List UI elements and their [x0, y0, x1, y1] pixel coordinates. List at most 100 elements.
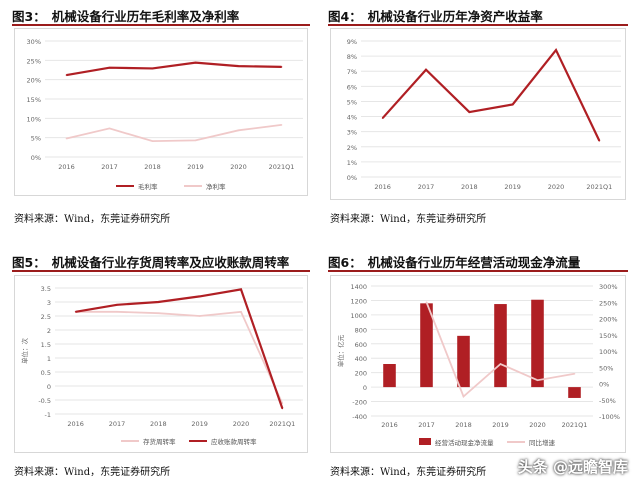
y-tick-label: 5% — [31, 135, 41, 143]
y-tick-label: 3% — [347, 129, 357, 137]
fig5-title-text: 机械设备行业存货周转率及应收账款周转率 — [51, 255, 290, 270]
series-line-1 — [66, 124, 282, 143]
data-point — [198, 295, 201, 298]
y-tick-label-left: 800 — [355, 326, 367, 334]
legend-label: 经营活动现金净流量 — [435, 438, 494, 447]
fig5-chart: -1 -0.5 0 0.5 1 1.5 2 2.5 3 3.5 2016 2017 2018 2019 20… — [20, 285, 303, 446]
data-point — [157, 301, 160, 303]
fig6-frame: -400 -200 0 200 400 600 800 1000 1200 1400 -100% -5… — [330, 275, 626, 453]
watermark-text: 头条 @远瞻智库 — [517, 458, 628, 476]
y-tick-label: 7% — [347, 68, 357, 76]
y-tick-label: 4% — [347, 114, 357, 122]
fig5-label: 图5： — [12, 255, 46, 270]
data-point — [425, 301, 428, 304]
data-point — [65, 74, 68, 76]
x-tick-label: 2018 — [455, 421, 472, 429]
y-tick-label-left: -200 — [352, 399, 367, 407]
x-tick-label: 2017 — [109, 420, 126, 428]
fig4-label: 图4： — [328, 9, 362, 24]
data-point — [280, 124, 283, 126]
data-point — [194, 139, 197, 142]
legend-label: 净利率 — [206, 182, 226, 191]
x-tick-label: 2017 — [418, 183, 435, 191]
y-tick-label: 0 — [47, 383, 51, 391]
y-tick-label-left: 200 — [355, 370, 367, 378]
data-point — [108, 66, 111, 69]
y-tick-label: 2 — [47, 327, 51, 335]
fig3-title: 图3： 机械设备行业历年毛利率及净利率 — [12, 6, 239, 25]
data-point — [108, 127, 111, 130]
y-tick-label: 3 — [47, 299, 51, 307]
fig6-title-rule — [328, 270, 628, 272]
x-tick-label: 2019 — [492, 421, 509, 429]
x-tick-label: 2016 — [67, 420, 84, 428]
y-tick-label-right: 100% — [599, 348, 618, 356]
bar — [383, 364, 396, 388]
y-tick-label-left: 1200 — [350, 297, 367, 305]
x-tick-label: 2017 — [101, 163, 118, 171]
data-point — [237, 129, 240, 132]
x-tick-label: 2017 — [418, 421, 435, 429]
x-tick-label: 2019 — [187, 163, 204, 171]
data-point — [281, 402, 284, 405]
y-tick-label-right: -50% — [599, 397, 616, 405]
data-point — [499, 363, 502, 365]
fig4-title: 图4： 机械设备行业历年净资产收益率 — [328, 6, 543, 25]
data-point — [65, 137, 68, 140]
data-point — [598, 139, 601, 142]
legend-label: 毛利率 — [138, 182, 158, 191]
data-point — [462, 395, 465, 398]
data-point — [240, 311, 242, 313]
y-tick-label: 6% — [347, 83, 357, 91]
data-point — [116, 304, 118, 306]
data-point — [381, 117, 384, 119]
fig6-label: 图6： — [328, 255, 362, 270]
fig4-chart: 0% 1% 2% 3% 4% 5% 6% 7% 8% 9% 2016 2017 2018 2019 2020… — [347, 38, 621, 191]
y-tick-label: -1 — [45, 411, 51, 419]
y-tick-label-left: 1400 — [350, 283, 367, 291]
bar — [568, 387, 581, 398]
fig4-title-rule — [328, 24, 628, 26]
x-tick-label: 2016 — [374, 183, 391, 191]
series-line-1 — [75, 288, 284, 409]
data-point — [116, 311, 118, 313]
fig6-title: 图6： 机械设备行业历年经营活动现金净流量 — [328, 252, 580, 271]
y-tick-label-right: 250% — [599, 299, 618, 307]
x-tick-label: 2021Q1 — [562, 421, 588, 429]
y-tick-label: 0% — [347, 174, 357, 182]
y-tick-label-right: 200% — [599, 316, 618, 324]
y-tick-label-right: 50% — [599, 364, 613, 372]
y-axis-label: 单位：亿元 — [336, 334, 345, 367]
fig3-chart: 0% 5% 10% 15% 20% 25% 30% 2016 2017 2018 2019 2020 2… — [27, 38, 303, 191]
y-tick-label-left: 600 — [355, 341, 367, 349]
legend-label: 同比增速 — [529, 438, 556, 447]
fig3-title-text: 机械设备行业历年毛利率及净利率 — [51, 9, 240, 24]
fig6-source: 资料来源：Wind，东莞证券研究所 — [330, 467, 487, 478]
legend-label: 存货周转率 — [143, 437, 176, 446]
y-tick-label: 0.5 — [41, 369, 51, 377]
data-point — [157, 312, 160, 314]
data-point — [425, 68, 427, 71]
fig4-title-text: 机械设备行业历年净资产收益率 — [367, 9, 543, 24]
y-tick-label-right: 0% — [599, 381, 609, 389]
x-tick-label: 2019 — [191, 420, 208, 428]
x-tick-label: 2018 — [144, 163, 161, 171]
x-tick-label: 2021Q1 — [269, 420, 295, 428]
y-tick-label: 9% — [347, 38, 357, 46]
fig5-title: 图5： 机械设备行业存货周转率及应收账款周转率 — [12, 252, 289, 271]
fig3-source: 资料来源：Wind，东莞证券研究所 — [14, 214, 171, 225]
x-tick-label: 2018 — [150, 420, 167, 428]
data-point — [511, 103, 514, 106]
data-point — [237, 65, 240, 67]
y-tick-label-right: -100% — [599, 413, 620, 421]
data-point — [240, 288, 242, 291]
x-tick-label: 2020 — [548, 183, 565, 191]
y-tick-label: 25% — [27, 57, 41, 65]
y-tick-label: 15% — [27, 96, 41, 104]
y-tick-label: 2% — [347, 144, 357, 152]
data-point — [74, 311, 77, 313]
fig6-title-text: 机械设备行业历年经营活动现金净流量 — [367, 255, 581, 270]
data-point — [468, 111, 471, 113]
fig3-title-rule — [12, 24, 310, 26]
x-tick-label: 2021Q1 — [586, 183, 612, 191]
